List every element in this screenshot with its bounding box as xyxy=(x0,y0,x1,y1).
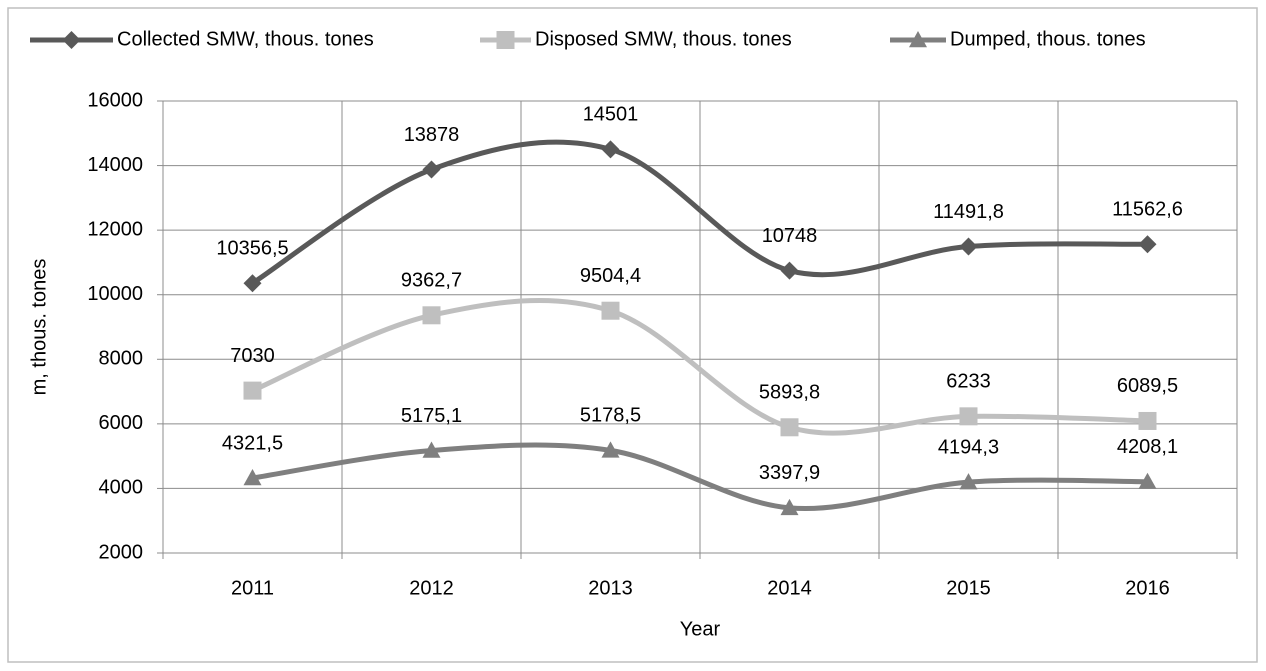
marker xyxy=(959,473,978,490)
x-tick-label: 2015 xyxy=(946,577,991,599)
y-tick-label: 6000 xyxy=(99,412,144,434)
marker xyxy=(1138,235,1157,254)
y-tick-label: 16000 xyxy=(87,89,143,111)
y-tick-label: 4000 xyxy=(99,477,144,499)
data-label: 6233 xyxy=(946,371,991,393)
marker xyxy=(601,441,620,458)
x-axis-title: Year xyxy=(680,618,721,640)
marker xyxy=(1138,411,1157,430)
x-tick-label: 2013 xyxy=(588,577,633,599)
series-line xyxy=(251,297,1148,436)
marker xyxy=(422,160,441,179)
marker xyxy=(780,498,799,516)
legend-label: Dumped, thous. tones xyxy=(950,28,1146,50)
data-label: 4321,5 xyxy=(222,432,283,454)
marker xyxy=(909,31,927,48)
marker xyxy=(62,31,81,49)
data-label: 11491,8 xyxy=(933,201,1004,223)
marker xyxy=(601,301,620,320)
marker xyxy=(601,140,620,159)
data-label: 4208,1 xyxy=(1117,436,1178,458)
y-tick-label: 14000 xyxy=(87,154,143,176)
data-label: 14501 xyxy=(583,104,639,126)
x-tick-label: 2011 xyxy=(231,577,274,599)
data-label: 9504,4 xyxy=(580,265,641,287)
y-tick-label: 10000 xyxy=(87,283,143,305)
data-label: 6089,5 xyxy=(1117,375,1178,397)
marker xyxy=(1138,472,1157,489)
marker xyxy=(243,469,262,486)
legend-label: Disposed SMW, thous. tones xyxy=(535,28,792,50)
marker xyxy=(422,441,441,458)
data-label: 5178,5 xyxy=(580,405,641,427)
marker xyxy=(243,274,262,293)
legend-label: Collected SMW, thous. tones xyxy=(117,28,374,50)
marker xyxy=(959,407,978,426)
data-label: 5893,8 xyxy=(759,382,820,404)
data-label: 10356,5 xyxy=(216,237,288,259)
series-line xyxy=(252,442,1148,512)
series-line xyxy=(251,139,1148,286)
data-label: 5175,1 xyxy=(401,405,462,427)
x-tick-label: 2012 xyxy=(409,577,454,599)
y-axis-title: m, thous. tones xyxy=(28,259,50,396)
marker xyxy=(496,31,515,49)
data-label: 13878 xyxy=(404,124,460,146)
marker xyxy=(243,381,262,400)
data-label: 4194,3 xyxy=(938,436,999,458)
marker xyxy=(422,306,441,325)
y-tick-label: 12000 xyxy=(87,218,143,240)
data-label: 10748 xyxy=(762,225,818,247)
data-label: 3397,9 xyxy=(759,462,820,484)
data-label: 9362,7 xyxy=(401,270,462,292)
y-tick-label: 2000 xyxy=(99,541,144,563)
marker xyxy=(780,418,799,437)
marker xyxy=(780,261,799,280)
data-label: 11562,6 xyxy=(1112,199,1183,221)
x-tick-label: 2016 xyxy=(1125,577,1170,599)
data-label: 7030 xyxy=(230,345,275,367)
marker xyxy=(959,237,978,256)
y-tick-label: 8000 xyxy=(99,348,144,370)
x-tick-label: 2014 xyxy=(767,577,812,599)
